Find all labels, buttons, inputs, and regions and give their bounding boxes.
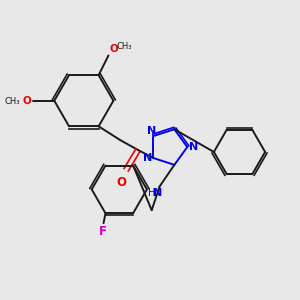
Text: H: H	[148, 188, 155, 197]
Text: CH₃: CH₃	[116, 43, 132, 52]
Text: O: O	[110, 44, 118, 55]
Text: O: O	[116, 176, 126, 189]
Text: F: F	[99, 225, 106, 238]
Text: N: N	[153, 188, 162, 199]
Text: CH₃: CH₃	[4, 97, 20, 106]
Text: N: N	[147, 126, 156, 136]
Text: N: N	[143, 153, 152, 163]
Text: O: O	[23, 96, 32, 106]
Text: N: N	[189, 142, 198, 152]
